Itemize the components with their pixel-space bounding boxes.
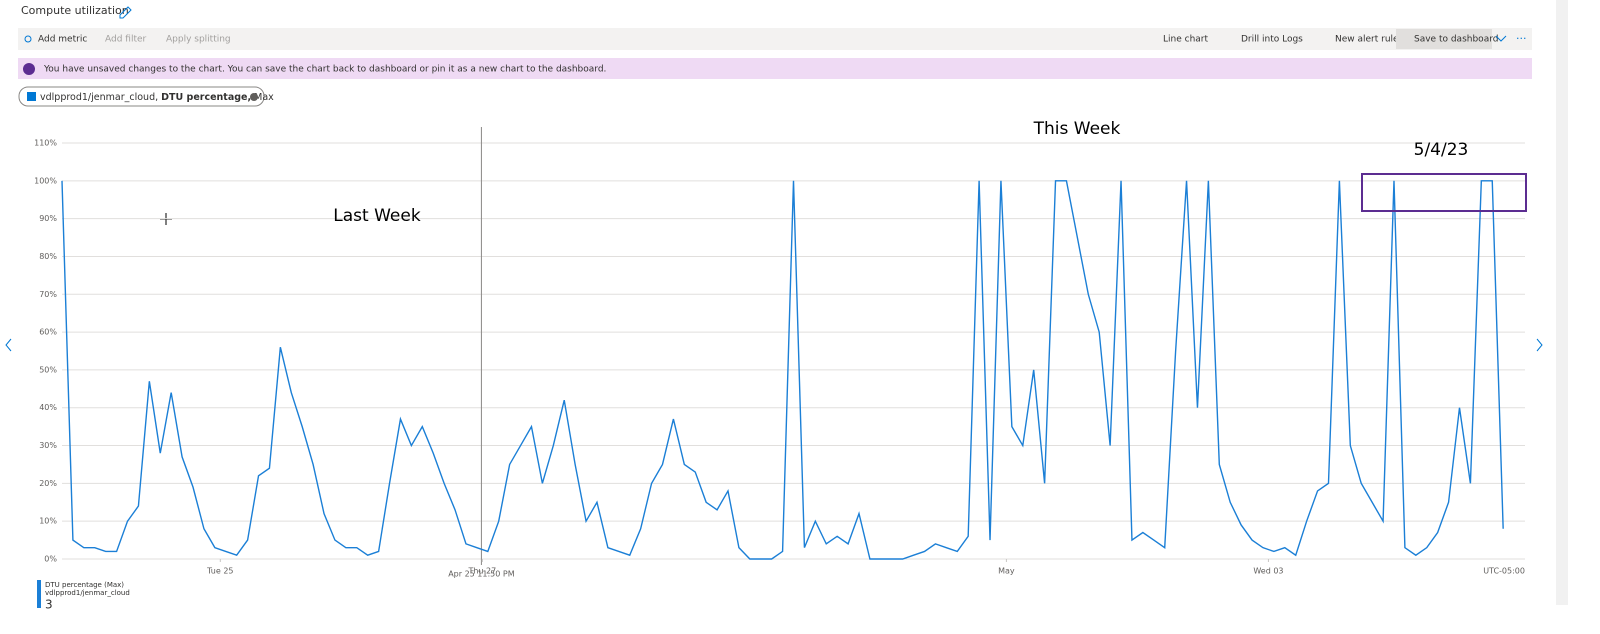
toolbar-button: Apply splitting	[166, 35, 231, 45]
toolbar-button[interactable]: Line chart	[1163, 35, 1208, 45]
toolbar	[18, 28, 1532, 50]
y-tick-label: 50%	[39, 365, 57, 374]
timezone: UTC-05:00	[1483, 567, 1525, 576]
annotation: This Week	[1033, 119, 1121, 139]
y-tick-label: 20%	[39, 479, 57, 488]
y-tick-label: 100%	[34, 176, 57, 185]
highlight-box	[1361, 173, 1527, 212]
y-tick-label: 40%	[39, 403, 57, 412]
edit-icon[interactable]	[119, 6, 132, 19]
db-icon	[27, 92, 36, 101]
y-tick-label: 80%	[39, 252, 57, 261]
annotation: Last Week	[333, 206, 421, 226]
y-tick-label: 90%	[39, 214, 57, 223]
annotation: 5/4/23	[1414, 140, 1469, 160]
x-tick-label: Tue 25	[206, 567, 233, 576]
info-icon	[23, 63, 35, 75]
x-tick-label: May	[998, 567, 1015, 576]
legend-value: 3	[45, 598, 53, 612]
y-tick-label: 60%	[39, 328, 57, 337]
legend-resource: vdlpprod1/jenmar_cloud	[45, 589, 130, 597]
y-tick-label: 110%	[34, 139, 57, 148]
plot: 0% 10% 20% 30% 40% 50% 60% 70% 80% 90% 100% 110% Tue…	[34, 119, 1527, 612]
y-tick-label: 30%	[39, 441, 57, 450]
x-tick-label: Wed 03	[1253, 567, 1283, 576]
nav-arrows[interactable]	[5, 338, 1543, 352]
scrollbar	[1556, 0, 1568, 605]
pill-close[interactable]	[250, 93, 258, 101]
pill-text: vdlpprod1/jenmar_cloud, DTU percentage, …	[40, 92, 274, 103]
legend-metric: DTU percentage (Max)	[45, 581, 124, 589]
x-tick-label: Thu 27	[467, 567, 496, 576]
toolbar-button[interactable]: Drill into Logs	[1241, 35, 1303, 45]
toolbar-button: Add filter	[105, 35, 147, 45]
toolbar-button[interactable]: Save to dashboard	[1414, 35, 1498, 45]
toolbar-button[interactable]: New alert rule	[1335, 35, 1399, 45]
y-tick-label: 10%	[39, 517, 57, 526]
banner	[18, 58, 1532, 79]
more[interactable]: ···	[1516, 32, 1527, 45]
page-title: Compute utilization	[21, 4, 129, 17]
button-bg	[1396, 29, 1492, 49]
y-tick-label: 70%	[39, 290, 57, 299]
dropdown[interactable]	[1495, 35, 1507, 42]
legend-swatch	[37, 580, 41, 608]
metric-pill[interactable]	[18, 86, 265, 107]
x-tick-label: Apr 25 11:50 PM	[448, 570, 515, 579]
y-tick-label: 0%	[44, 555, 57, 564]
toolbar-button[interactable]: Add metric	[38, 35, 87, 45]
icon	[24, 35, 32, 43]
series-line	[61, 180, 1504, 560]
banner-text: You have unsaved changes to the chart. Y…	[43, 65, 606, 75]
